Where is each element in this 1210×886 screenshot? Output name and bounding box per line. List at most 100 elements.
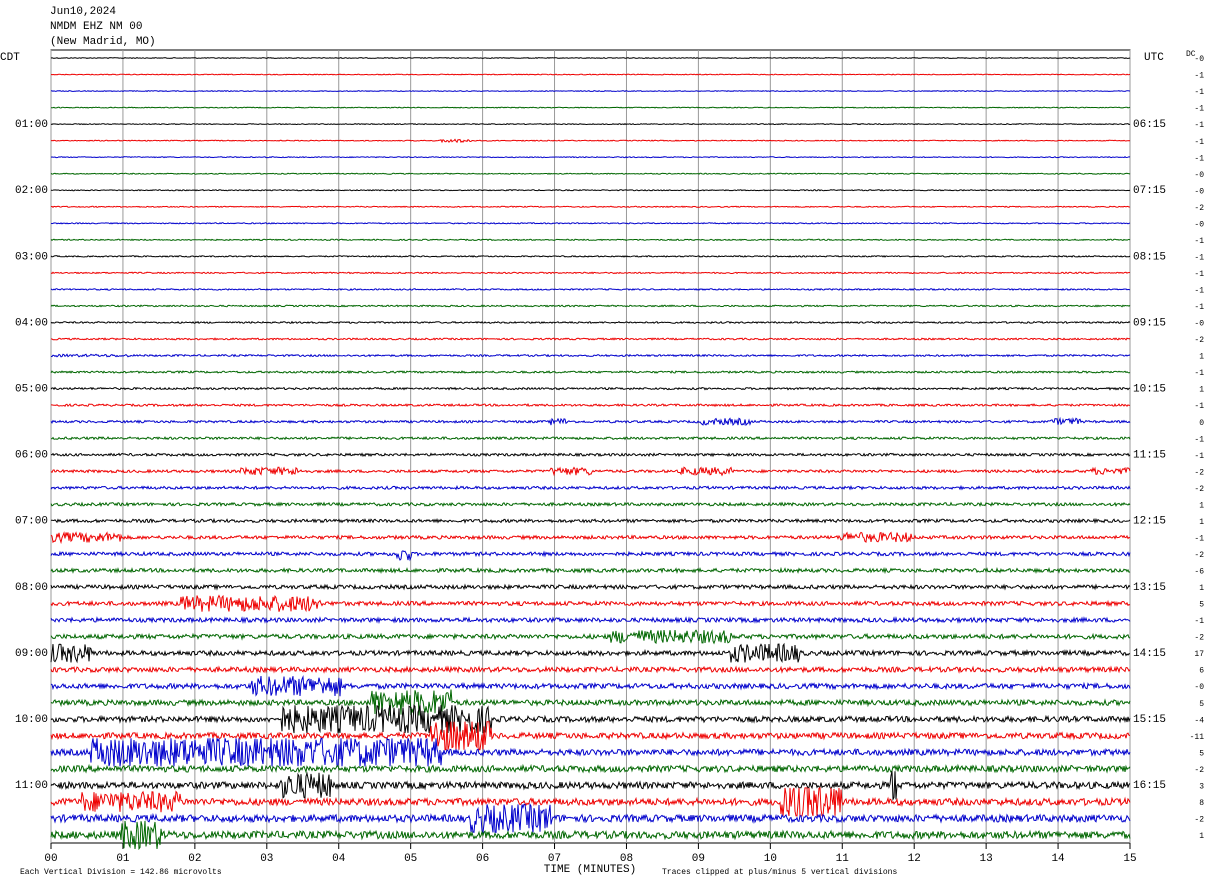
dc-offset: -0 xyxy=(1194,171,1204,180)
trace xyxy=(50,56,1131,60)
right-axis-title: UTC xyxy=(1144,52,1164,64)
left-time-label: 02:00 xyxy=(15,185,48,197)
dc-offset: -1 xyxy=(1194,121,1204,130)
dc-offset: 1 xyxy=(1199,584,1204,593)
trace xyxy=(50,254,1131,258)
dc-offset: 8 xyxy=(1199,799,1204,808)
dc-offset: 1 xyxy=(1199,832,1204,841)
trace xyxy=(50,665,1131,674)
dc-offset: 1 xyxy=(1199,501,1204,510)
trace xyxy=(51,435,1131,441)
dc-offset: -1 xyxy=(1194,154,1204,163)
trace xyxy=(50,703,1131,734)
dc-offset: -0 xyxy=(1194,187,1204,196)
left-time-label: 06:00 xyxy=(15,450,48,462)
trace xyxy=(50,370,1131,375)
trace xyxy=(51,106,1131,109)
trace xyxy=(50,531,1131,545)
trace xyxy=(50,238,1131,242)
date: Jun10,2024 xyxy=(50,6,116,18)
dc-offset: -4 xyxy=(1194,716,1204,725)
x-tick-label: 04 xyxy=(332,853,346,865)
dc-offset: 5 xyxy=(1199,700,1204,709)
dc-offset: -2 xyxy=(1194,485,1204,494)
left-time-label: 05:00 xyxy=(15,384,48,396)
right-time-label: 06:15 xyxy=(1133,119,1166,131)
dc-offset: -0 xyxy=(1194,683,1204,692)
dc-offset: -2 xyxy=(1194,336,1204,345)
trace xyxy=(50,802,1131,834)
right-time-label: 08:15 xyxy=(1133,251,1166,263)
dc-offset: -1 xyxy=(1194,253,1204,262)
dc-offset: 1 xyxy=(1199,386,1204,395)
x-tick-label: 11 xyxy=(836,853,850,865)
trace xyxy=(50,594,1131,613)
trace xyxy=(50,386,1131,391)
dc-offset: -1 xyxy=(1194,88,1204,97)
right-time-label: 16:15 xyxy=(1133,780,1166,792)
left-time-label: 09:00 xyxy=(15,648,48,660)
trace xyxy=(50,353,1131,358)
right-time-label: 07:15 xyxy=(1133,185,1166,197)
x-tick-label: 03 xyxy=(260,853,273,865)
dc-offset: 5 xyxy=(1199,749,1204,758)
dc-offset: -11 xyxy=(1190,733,1205,742)
right-time-label: 14:15 xyxy=(1133,648,1166,660)
left-time-label: 04:00 xyxy=(15,317,48,329)
x-tick-label: 02 xyxy=(188,853,201,865)
dc-offset: -2 xyxy=(1194,766,1204,775)
trace xyxy=(50,501,1131,508)
x-tick-label: 01 xyxy=(116,853,130,865)
trace xyxy=(50,123,1131,126)
dc-offset: -1 xyxy=(1194,435,1204,444)
dc-offset: -1 xyxy=(1194,303,1204,312)
trace xyxy=(50,138,1131,144)
trace xyxy=(50,156,1131,159)
footer-left: Each Vertical Division = 142.86 microvol… xyxy=(20,868,222,877)
dc-offset: -2 xyxy=(1194,204,1204,213)
plot-frame xyxy=(50,49,1131,844)
x-tick-label: 15 xyxy=(1123,853,1136,865)
dc-offset: 6 xyxy=(1199,667,1204,676)
dc-offset: -6 xyxy=(1194,568,1204,577)
trace xyxy=(50,172,1131,175)
dc-offset: -0 xyxy=(1194,320,1204,329)
trace xyxy=(50,616,1131,625)
trace xyxy=(50,466,1131,477)
dc-offset: 1 xyxy=(1199,518,1204,527)
dc-offset: -2 xyxy=(1194,551,1204,560)
dc-offset: -1 xyxy=(1194,534,1204,543)
trace xyxy=(50,287,1131,291)
left-axis-title: CDT xyxy=(0,52,20,64)
x-tick-label: 00 xyxy=(44,853,57,865)
left-time-label: 07:00 xyxy=(15,516,48,528)
trace xyxy=(51,517,1131,525)
dc-offset: -1 xyxy=(1194,105,1204,114)
x-tick-label: 10 xyxy=(764,853,777,865)
dc-offset: 5 xyxy=(1199,601,1204,610)
dc-offset: -0 xyxy=(1194,220,1204,229)
trace xyxy=(50,566,1131,575)
dc-offset: -1 xyxy=(1194,287,1204,296)
trace xyxy=(50,629,1131,645)
dc-offset: -2 xyxy=(1194,815,1204,824)
x-tick-label: 06 xyxy=(476,853,489,865)
trace xyxy=(50,771,1131,802)
dc-offset: -1 xyxy=(1194,402,1204,411)
left-time-label: 01:00 xyxy=(15,119,48,131)
trace xyxy=(50,787,1131,817)
x-tick-label: 13 xyxy=(980,853,993,865)
trace xyxy=(50,73,1131,76)
trace xyxy=(50,188,1131,192)
trace xyxy=(50,675,1131,697)
dc-title: DC xyxy=(1186,50,1196,59)
dc-offset: -1 xyxy=(1194,617,1204,626)
left-time-label: 08:00 xyxy=(15,582,48,594)
trace xyxy=(50,320,1131,325)
trace xyxy=(50,583,1131,591)
x-tick-label: 12 xyxy=(908,853,921,865)
trace xyxy=(51,403,1131,408)
dc-offset: -2 xyxy=(1194,468,1204,477)
right-time-label: 13:15 xyxy=(1133,582,1166,594)
